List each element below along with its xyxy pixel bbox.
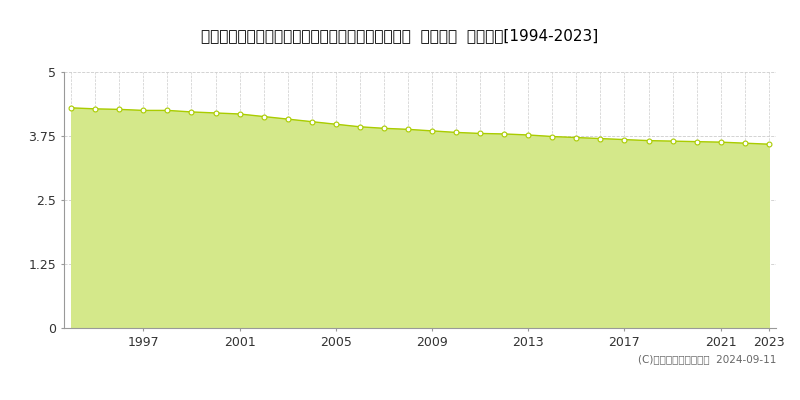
Text: (C)土地価格ドットコム  2024-09-11: (C)土地価格ドットコム 2024-09-11 <box>638 354 776 364</box>
Text: 栃木県芳賀郡芳賀町大字稲毛田字屋敷添１４３０番  地価公示  地価推移[1994-2023]: 栃木県芳賀郡芳賀町大字稲毛田字屋敷添１４３０番 地価公示 地価推移[1994-2… <box>202 28 598 43</box>
